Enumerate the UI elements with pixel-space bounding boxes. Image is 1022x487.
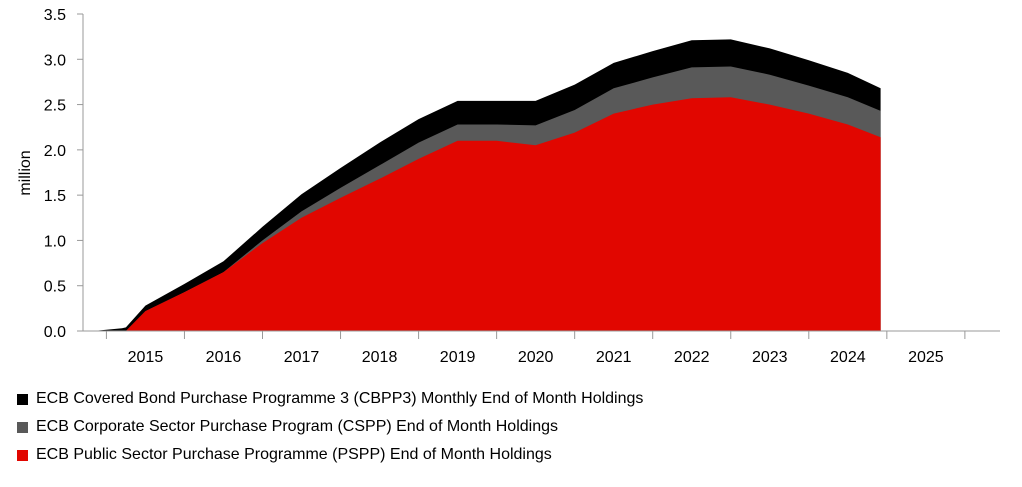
y-tick-label: 0.5 [44, 279, 66, 296]
legend-label-cspp: ECB Corporate Sector Purchase Program (C… [36, 418, 559, 435]
y-tick-label: 3.5 [44, 7, 66, 24]
y-tick-label: 3.0 [44, 52, 66, 69]
x-tick-label: 2019 [440, 349, 476, 366]
x-tick-label: 2018 [362, 349, 398, 366]
x-tick-label: 2022 [674, 349, 710, 366]
legend-item-cspp: ECB Corporate Sector Purchase Program (C… [17, 413, 643, 441]
y-tick-label: 0.0 [44, 324, 66, 341]
y-tick-label: 2.5 [44, 98, 66, 115]
legend-item-cbpp3: ECB Covered Bond Purchase Programme 3 (C… [17, 385, 643, 413]
x-tick-label: 2021 [596, 349, 632, 366]
y-axis-label: million [17, 150, 34, 195]
y-tick-label: 2.0 [44, 143, 66, 160]
legend: ECB Covered Bond Purchase Programme 3 (C… [17, 385, 643, 469]
x-tick-label: 2016 [206, 349, 242, 366]
area-pspp [93, 97, 881, 331]
y-tick-label: 1.5 [44, 188, 66, 205]
legend-item-pspp: ECB Public Sector Purchase Programme (PS… [17, 441, 643, 469]
x-tick-label: 2020 [518, 349, 554, 366]
legend-swatch-cspp [17, 421, 28, 433]
x-tick-label: 2025 [908, 349, 944, 366]
x-tick-label: 2017 [284, 349, 320, 366]
legend-swatch-cbpp3 [17, 393, 28, 405]
legend-label-pspp: ECB Public Sector Purchase Programme (PS… [36, 446, 552, 463]
axes: 0.0 0.5 1.0 1.5 2.0 2.5 3.0 3.5 2015 2016 2017 2018… [44, 7, 1000, 366]
legend-swatch-pspp [17, 449, 28, 461]
y-tick-label: 1.0 [44, 233, 66, 250]
x-tick-label: 2024 [830, 349, 866, 366]
area-layers [93, 39, 881, 332]
x-tick-label: 2023 [752, 349, 788, 366]
legend-label-cbpp3: ECB Covered Bond Purchase Programme 3 (C… [36, 390, 644, 407]
x-tick-label: 2015 [128, 349, 164, 366]
